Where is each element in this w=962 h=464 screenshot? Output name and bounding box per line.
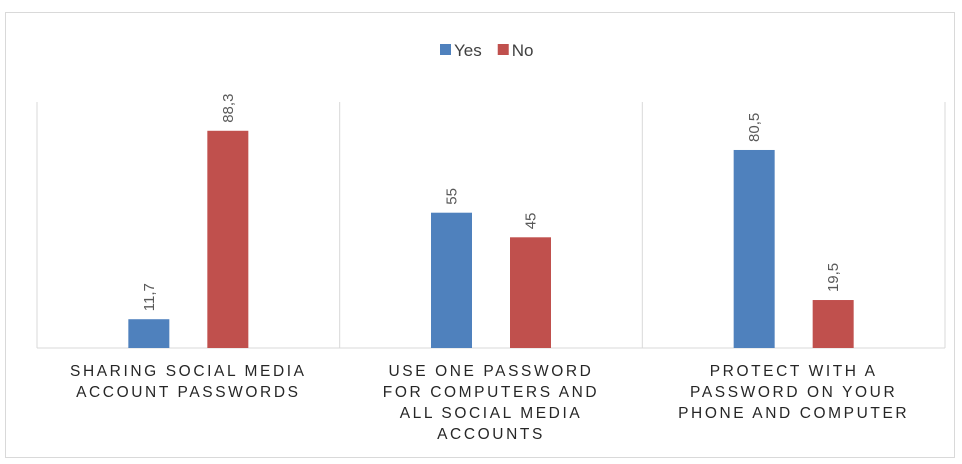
category-label: PASSWORD ON YOUR <box>690 384 897 401</box>
category-label: ALL SOCIAL MEDIA <box>400 405 583 422</box>
bar-yes <box>128 319 170 348</box>
legend-label-no: No <box>512 41 534 60</box>
category-label: USE ONE PASSWORD <box>389 363 594 380</box>
category-labels: SHARING SOCIAL MEDIA ACCOUNT PASSWORDS USE… <box>70 363 909 443</box>
bar-no <box>812 300 854 348</box>
category-label: FOR COMPUTERS AND <box>383 384 599 401</box>
bar-no <box>510 237 551 348</box>
category-label: PHONE AND COMPUTER <box>678 405 909 422</box>
category-label: ACCOUNT PASSWORDS <box>76 384 300 401</box>
data-label: 19,5 <box>825 263 842 292</box>
category-label: SHARING SOCIAL MEDIA <box>70 363 307 380</box>
data-label: 88,3 <box>220 94 237 123</box>
bar-no <box>207 130 249 348</box>
chart-frame <box>5 12 955 458</box>
legend-label-yes: Yes <box>454 41 482 60</box>
legend-swatch-no <box>497 44 509 55</box>
category-label: PROTECT WITH A <box>710 363 878 380</box>
category-label: ACCOUNTS <box>437 426 545 443</box>
data-label: 11,7 <box>141 283 158 311</box>
data-label: 55 <box>444 188 461 205</box>
data-label: 45 <box>523 213 540 230</box>
data-label: 80,5 <box>746 113 763 142</box>
plot-area: 11,7 88,3 55 45 80,5 19,5 <box>36 94 946 349</box>
legend-swatch-yes <box>440 44 451 55</box>
bar-yes <box>431 212 472 348</box>
bar-yes <box>733 149 775 348</box>
legend: Yes No <box>440 41 533 60</box>
